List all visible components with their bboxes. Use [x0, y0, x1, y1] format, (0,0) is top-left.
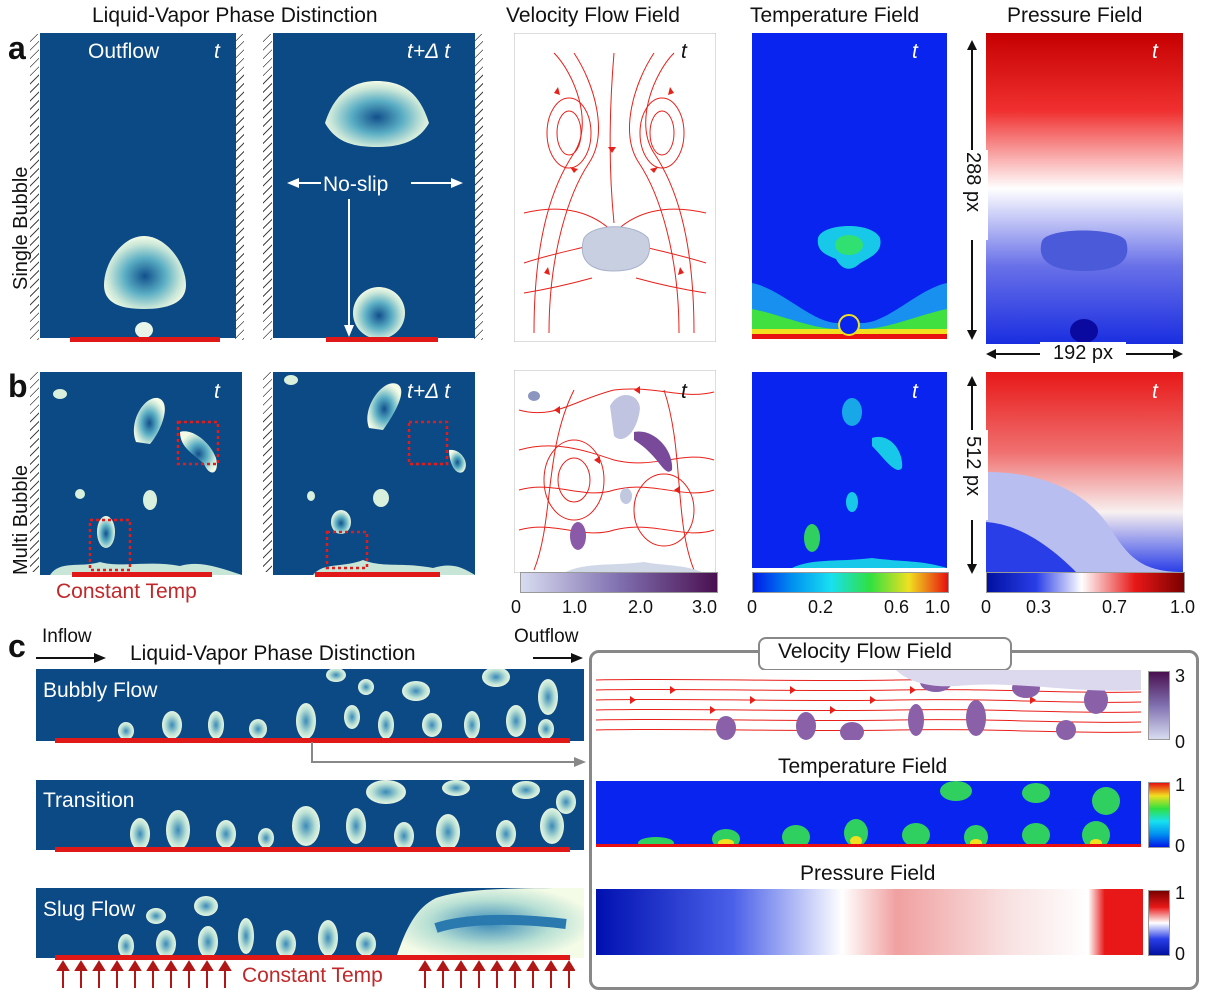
outflow-label: Outflow — [88, 40, 160, 63]
colorbar-tick: 1.0 — [925, 597, 951, 617]
velocity-strip — [596, 670, 1141, 740]
constant-temp-label: Constant Temp — [56, 580, 197, 603]
colorbar-tick: 0 — [981, 597, 992, 617]
colorbar-tick: 0.2 — [808, 597, 834, 617]
phase-panel-multi-t-dt — [273, 372, 475, 575]
wall-hatch-left — [263, 372, 272, 572]
header-temperature-field-c: Temperature Field — [778, 755, 948, 778]
phase-panel-multi-t — [40, 372, 242, 575]
time-label-t: t — [681, 40, 687, 63]
phase-strip-bubbly — [36, 669, 584, 741]
no-slip-label: No-slip — [323, 173, 389, 196]
velocity-field-single — [514, 33, 716, 342]
header-temperature-field: Temperature Field — [750, 4, 920, 27]
wall-hatch-left — [30, 372, 39, 572]
pressure-field-single — [986, 33, 1183, 344]
temperature-colorbar-c — [1148, 782, 1170, 848]
colorbar-tick: 1.0 — [562, 597, 588, 617]
colorbar-tick: 0 — [511, 597, 522, 617]
phase-panel-single-t-dt — [273, 33, 475, 338]
velocity-colorbar — [520, 572, 718, 593]
temperature-field-single — [752, 33, 947, 339]
header-velocity-field-c: Velocity Flow Field — [778, 640, 952, 663]
constant-temp-label: Constant Temp — [242, 964, 383, 987]
colorbar-tick: 0 — [1175, 732, 1186, 752]
time-label-t: t — [681, 380, 687, 403]
header-pressure-field: Pressure Field — [1007, 4, 1143, 27]
colorbar-tick: 1.0 — [1170, 597, 1196, 617]
panel-letter-c: c — [8, 628, 26, 664]
heater-line — [326, 337, 438, 342]
colorbar-tick: 0 — [1175, 836, 1186, 856]
phase-panel-single-t — [40, 33, 236, 338]
dimension-label-512: 512 px — [962, 436, 984, 497]
transition-label: Transition — [43, 789, 135, 812]
time-label-t: t — [912, 380, 918, 403]
panel-letter-b: b — [8, 368, 28, 404]
wall-hatch-right — [235, 34, 244, 340]
time-label-t: t — [1152, 40, 1158, 63]
colorbar-tick: 0.3 — [1026, 597, 1052, 617]
velocity-colorbar-c — [1148, 671, 1170, 740]
velocity-field-multi — [514, 370, 716, 573]
heater-line — [70, 337, 220, 342]
pressure-strip — [596, 889, 1143, 955]
bubbly-flow-label: Bubbly Flow — [43, 679, 158, 702]
wall-hatch-right — [474, 34, 483, 340]
header-pressure-field-c: Pressure Field — [800, 862, 936, 885]
colorbar-tick: 3.0 — [692, 597, 718, 617]
header-phase-distinction: Liquid-Vapor Phase Distinction — [92, 4, 378, 27]
temperature-colorbar — [752, 572, 949, 593]
colorbar-tick: 0 — [1175, 944, 1186, 964]
heater-line — [72, 572, 212, 577]
colorbar-tick: 1 — [1175, 775, 1186, 795]
time-label-t-dt: t+Δ t — [407, 40, 451, 63]
temperature-field-multi — [752, 372, 947, 568]
pressure-colorbar-c — [1148, 890, 1170, 956]
wall-hatch-left — [30, 34, 39, 340]
header-velocity-field: Velocity Flow Field — [506, 4, 680, 27]
time-label-t: t — [1152, 380, 1158, 403]
outflow-arrow — [533, 653, 583, 663]
header-phase-distinction-c: Liquid-Vapor Phase Distinction — [130, 642, 416, 665]
colorbar-tick: 0.6 — [884, 597, 910, 617]
heater-line — [55, 955, 570, 960]
time-label-t: t — [912, 40, 918, 63]
heater-line — [315, 572, 440, 577]
inflow-label: Inflow — [42, 626, 92, 647]
connector-arrow — [311, 742, 586, 767]
colorbar-tick: 3 — [1175, 666, 1186, 686]
slug-flow-label: Slug Flow — [43, 898, 136, 921]
dimension-label-288: 288 px — [962, 152, 984, 213]
time-label-t: t — [214, 40, 220, 63]
pressure-colorbar — [986, 572, 1185, 593]
dimension-label-192: 192 px — [1040, 342, 1126, 366]
time-label-t: t — [214, 380, 220, 403]
heater-line — [55, 847, 570, 852]
phase-strip-transition — [36, 780, 584, 850]
heat-flux-arrows — [56, 960, 575, 988]
colorbar-tick: 2.0 — [628, 597, 654, 617]
temperature-strip — [596, 781, 1141, 847]
outflow-label-c: Outflow — [514, 626, 579, 647]
colorbar-tick: 0 — [747, 597, 758, 617]
colorbar-tick: 0.7 — [1102, 597, 1128, 617]
phase-strip-slug — [36, 888, 584, 958]
colorbar-tick: 1 — [1175, 883, 1186, 903]
wall-hatch-left — [263, 34, 272, 340]
panel-letter-a: a — [8, 30, 26, 66]
heater-line — [55, 738, 570, 743]
pressure-field-multi — [986, 372, 1183, 572]
time-label-t-dt: t+Δ t — [407, 380, 451, 403]
inflow-arrow — [36, 653, 106, 663]
